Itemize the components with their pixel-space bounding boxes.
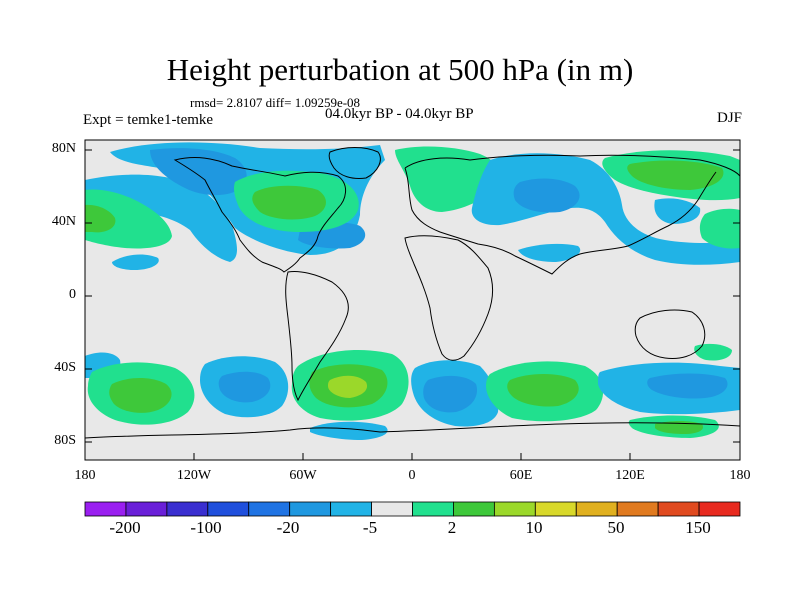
coastlines <box>85 147 740 439</box>
coast-greenland <box>328 147 381 179</box>
colorbar-label: -20 <box>276 518 300 537</box>
stats-label: rmsd= 2.8107 diff= 1.09259e-08 <box>190 95 361 110</box>
y-tick-label-80n: 80N <box>51 141 76 156</box>
colorbar-swatch <box>371 501 413 517</box>
coast-south-america <box>285 271 349 402</box>
colorbar-label: 150 <box>685 518 711 537</box>
nh-blue-east-pacific <box>654 198 701 224</box>
colorbar-swatch <box>575 501 618 517</box>
season-label: DJF <box>716 110 742 126</box>
coast-antarctica <box>85 422 740 439</box>
y-tick-label-40s: 40S <box>54 360 76 375</box>
nh-blue-small-west <box>112 254 159 270</box>
y-tick-label-40n: 40N <box>51 214 76 229</box>
colorbar-swatch <box>166 501 209 517</box>
colorbar-label: 50 <box>607 518 625 537</box>
x-tick-label-120w: 120W <box>176 468 212 483</box>
colorbar-swatch <box>493 501 536 517</box>
sh-green-south-pacific-inner <box>109 378 172 413</box>
coast-australia <box>634 309 706 359</box>
sh-green-antarctic-east-inner <box>655 421 704 434</box>
nh-green-pacific-west <box>85 189 172 249</box>
sh-green-new-zealand <box>694 343 732 361</box>
colorbar-swatch <box>698 501 741 517</box>
nh-green-east-pacific <box>699 208 740 249</box>
x-tick-marks <box>84 453 741 460</box>
colorbar-swatch <box>412 501 454 517</box>
sh-blue-south-atlantic-east-dark <box>423 375 478 413</box>
colorbar-label: -200 <box>109 518 141 537</box>
colorbar-swatch <box>657 501 700 517</box>
sh-yellow-south-atlantic <box>328 375 368 398</box>
colorbar-swatch <box>84 501 127 517</box>
colorbar <box>84 501 741 517</box>
y-tick-label-80s: 80S <box>54 433 76 448</box>
experiment-label: Expt = temke1-temke <box>83 112 214 128</box>
colorbar-swatch <box>289 501 332 517</box>
nh-green-america-inner <box>252 185 326 220</box>
x-tick-label-60w: 60W <box>289 468 317 483</box>
nh-blue-south-asia <box>518 243 581 262</box>
colorbar-swatch <box>207 501 250 517</box>
y-tick-marks <box>85 149 740 443</box>
sh-blue-australia-south-dark <box>647 373 728 399</box>
coast-eurasia <box>404 154 740 275</box>
x-tick-label-120e: 120E <box>615 468 645 483</box>
coast-north-america <box>173 157 346 273</box>
colorbar-swatch <box>125 501 168 517</box>
sh-blue-antarctic-atlantic <box>310 421 388 440</box>
nh-green-europe <box>395 146 500 212</box>
x-tick-label-0: 0 <box>408 468 416 483</box>
nh-green-east-asia-inner <box>627 160 724 190</box>
sh-blue-south-pacific-east-dark <box>218 371 271 403</box>
coast-africa <box>404 235 493 361</box>
period-label: 04.0kyr BP - 04.0kyr BP <box>325 106 474 122</box>
colorbar-label: 2 <box>447 518 457 537</box>
x-tick-label-180-west: 180 <box>74 468 96 483</box>
colorbar-swatch <box>248 501 291 517</box>
sh-green-indian-ocean-inner <box>507 374 579 407</box>
colorbar-swatch <box>534 501 577 517</box>
colorbar-label: -5 <box>362 518 378 537</box>
nh-blue-asia-dark <box>513 178 580 213</box>
x-tick-label-60e: 60E <box>509 468 533 483</box>
colorbar-swatch <box>330 501 372 517</box>
contour-fill-layer <box>85 142 740 440</box>
colorbar-label: -100 <box>190 518 222 537</box>
colorbar-swatch <box>453 501 495 517</box>
y-tick-label-equator: 0 <box>69 287 76 302</box>
map-title: Height perturbation at 500 hPa (in m) <box>166 52 634 87</box>
x-tick-label-180-east: 180 <box>729 468 751 483</box>
colorbar-label: 10 <box>525 518 543 537</box>
nh-green-pacific-west-inner <box>85 204 116 233</box>
colorbar-swatch <box>616 501 659 517</box>
